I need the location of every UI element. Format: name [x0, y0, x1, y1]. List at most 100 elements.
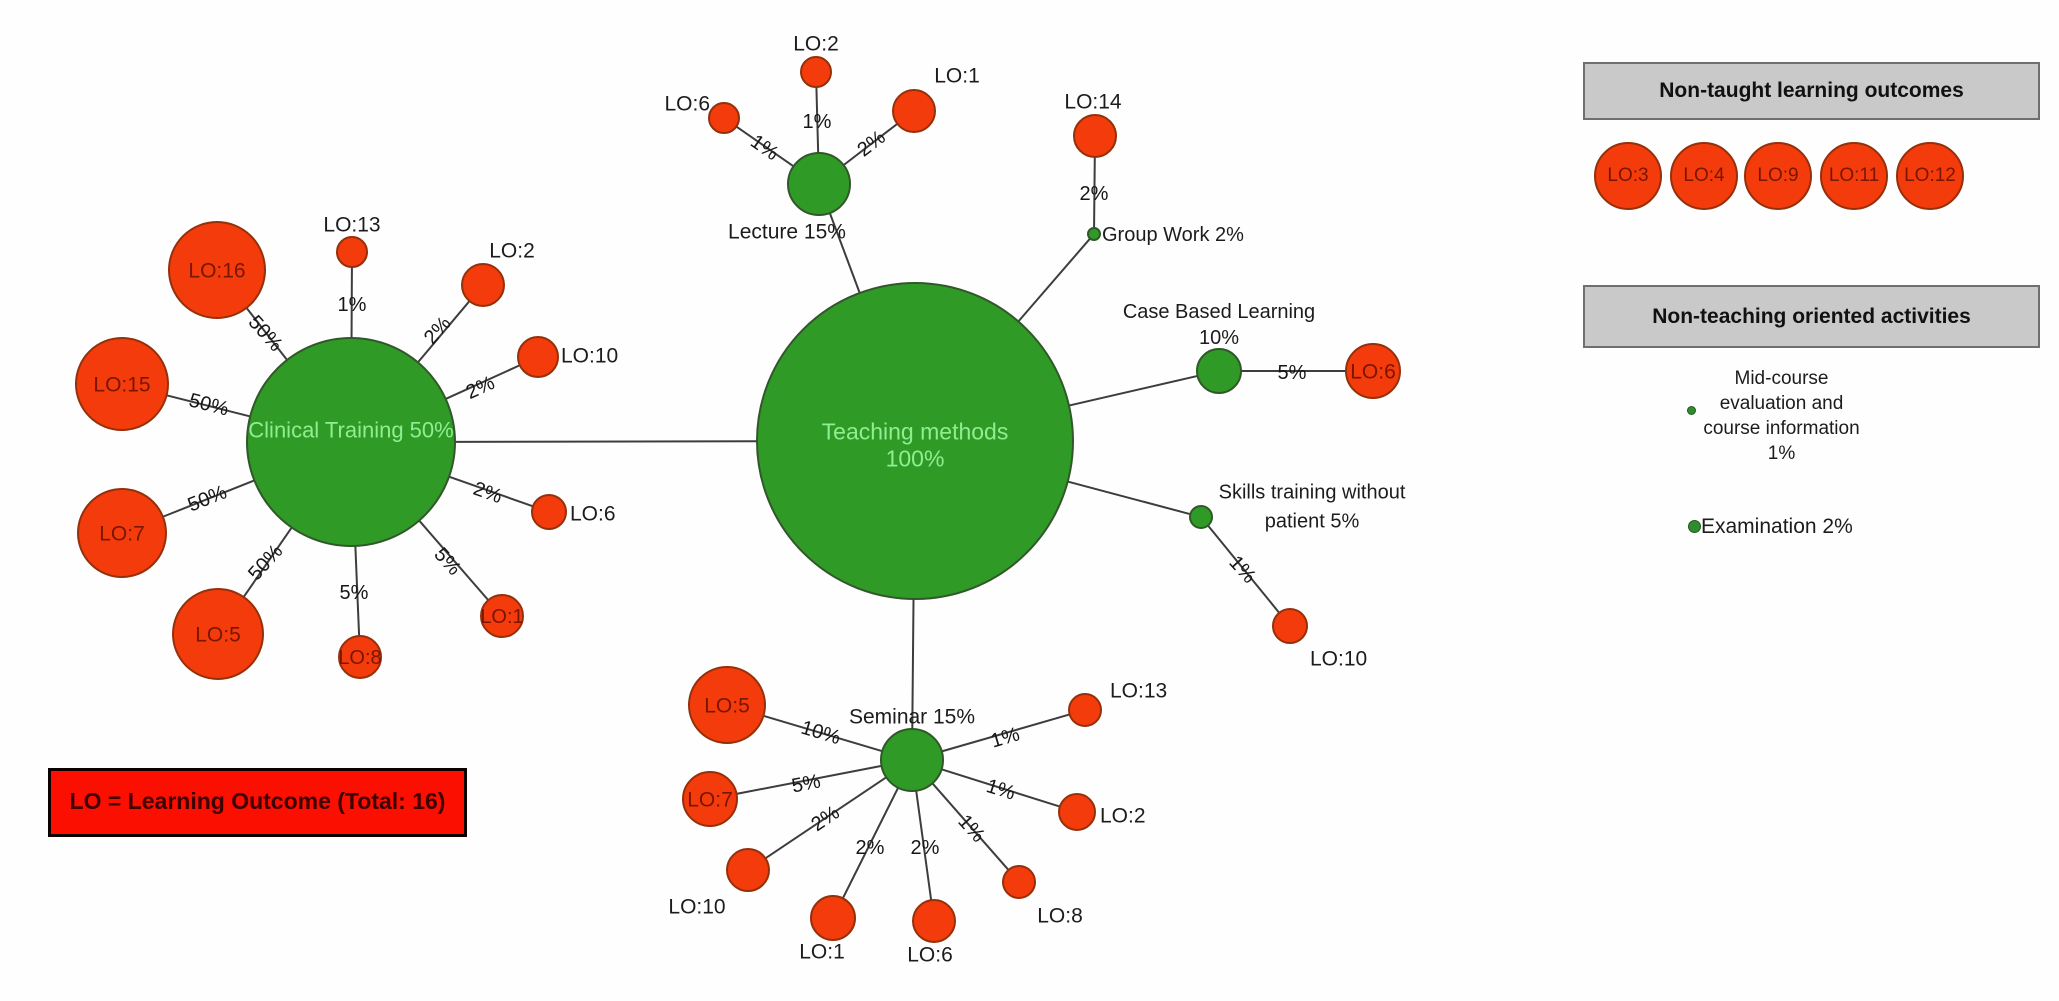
edge-label-lecture-lo1_t: 2%	[853, 126, 889, 161]
edge-seminar-lo2_s	[941, 768, 1061, 808]
edge-label-clinical-lo16: 50%	[244, 311, 287, 356]
edge-seminar-lo5_s	[763, 714, 883, 753]
examination-item: Examination 2%	[1701, 515, 1853, 538]
node-lo1_s	[810, 895, 856, 941]
non-taught-outcome-lo12: LO:12	[1896, 142, 1964, 210]
edge-teaching-lecture	[828, 212, 861, 294]
node-lo5_s	[688, 666, 766, 744]
node-lo15	[75, 337, 169, 431]
node-label-lo6_c: LO:6	[570, 502, 616, 525]
non-teaching-header: Non-teaching oriented activities	[1583, 285, 2040, 348]
node-label-lo16: LO:16	[188, 259, 245, 282]
edge-label-seminar-lo13_s: 1%	[988, 723, 1022, 752]
node-label-teaching-2: 100%	[886, 446, 945, 472]
edge-seminar-lo13_s	[941, 713, 1070, 753]
node-teaching	[756, 282, 1074, 600]
node-label-lo15: LO:15	[93, 373, 150, 396]
edge-label-seminar-lo7_s: 5%	[790, 770, 823, 797]
midcourse-evaluation-item: Mid-course evaluation and course informa…	[1660, 366, 1903, 466]
node-label-lo13_s: LO:13	[1110, 679, 1167, 702]
node-label-lo8_c: LO:8	[338, 647, 381, 669]
non-taught-outcome-lo3: LO:3	[1594, 142, 1662, 210]
edge-label-lecture-lo2_t: 1%	[803, 111, 832, 133]
node-label-lo1_t: LO:1	[934, 64, 980, 87]
node-cbl	[1196, 348, 1242, 394]
non-taught-outcome-lo9: LO:9	[1744, 142, 1812, 210]
node-lo1_t	[892, 89, 936, 133]
node-lo10_s	[1272, 608, 1308, 644]
edge-lecture-lo2_t	[815, 86, 820, 154]
edge-label-seminar-lo1_s: 2%	[856, 837, 885, 859]
node-label-seminar: Seminar 15%	[849, 705, 975, 728]
node-clinical	[246, 337, 456, 547]
node-label-lo7_s: LO:7	[687, 788, 733, 811]
edge-label-groupwork-lo14: 2%	[1080, 183, 1109, 205]
edge-label-clinical-lo8_c: 5%	[340, 582, 369, 604]
edge-label-lecture-lo6_t: 1%	[746, 131, 782, 166]
node-groupwork	[1087, 227, 1101, 241]
node-lo2_t	[800, 56, 832, 88]
edge-label-clinical-lo5_c: 50%	[244, 540, 287, 585]
edge-label-clinical-lo2_c: 2%	[420, 312, 456, 348]
edge-skills-lo10_s	[1207, 524, 1281, 614]
non-taught-header: Non-taught learning outcomes	[1583, 62, 2040, 120]
edge-label-clinical-lo7_c: 50%	[185, 481, 231, 516]
edge-label-clinical-lo6_c: 2%	[470, 478, 505, 508]
node-lecture	[787, 152, 851, 216]
midcourse-dot-marker	[1687, 406, 1696, 415]
node-seminar	[880, 728, 944, 792]
edge-clinical-lo6_c	[448, 475, 534, 508]
node-label-cbl-2: 10%	[1199, 327, 1239, 349]
node-lo16	[168, 221, 266, 319]
non-taught-outcome-lo11: LO:11	[1820, 142, 1888, 210]
node-label-clinical: Clinical Training 50%	[248, 418, 453, 443]
node-label-lecture: Lecture 15%	[728, 220, 846, 243]
node-label-lo1_s: LO:1	[799, 940, 845, 963]
node-label-lo5_s: LO:5	[704, 694, 750, 717]
node-label-lo2_c: LO:2	[489, 239, 535, 262]
edge-clinical-teaching	[454, 440, 758, 443]
edge-label-cbl-lo6_b: 5%	[1278, 362, 1307, 384]
node-lo6_b	[1345, 343, 1401, 399]
midcourse-line-4: 1%	[1767, 443, 1796, 464]
edge-seminar-lo6_s	[915, 790, 933, 901]
edge-label-seminar-lo2_s: 1%	[984, 775, 1018, 805]
node-label-groupwork: Group Work 2%	[1102, 224, 1244, 246]
node-label-lo5_c: LO:5	[195, 623, 241, 646]
edge-clinical-lo16	[245, 307, 288, 361]
node-label-lo7_c: LO:7	[99, 522, 145, 545]
edge-clinical-lo1_c	[418, 519, 489, 601]
node-label-lo1_c: LO:1	[480, 606, 523, 628]
node-lo1_c	[480, 594, 524, 638]
edge-teaching-seminar	[911, 598, 915, 730]
edge-teaching-skills	[1067, 480, 1191, 516]
edge-clinical-lo15	[166, 394, 251, 418]
node-lo2_s	[1058, 793, 1096, 831]
edge-label-seminar-lo6_s: 2%	[911, 837, 940, 859]
edge-clinical-lo10_c	[445, 364, 521, 400]
edge-clinical-lo5_c	[242, 526, 293, 598]
edge-groupwork-lo14	[1093, 156, 1096, 229]
edge-label-seminar-lo5_s: 10%	[798, 717, 843, 750]
midcourse-line-3: course information	[1703, 418, 1860, 439]
node-lo13_s	[1068, 693, 1102, 727]
edge-lecture-lo6_t	[735, 125, 795, 168]
edge-seminar-lo8_s	[931, 782, 1010, 871]
node-lo5_c	[172, 588, 264, 680]
examination-dot-marker	[1688, 520, 1701, 533]
node-lo14	[1073, 114, 1117, 158]
node-label-lo14: LO:14	[1064, 90, 1122, 113]
edge-seminar-lo7_s	[736, 764, 882, 795]
node-lo2_c	[461, 263, 505, 307]
node-lo10_m	[726, 848, 770, 892]
node-lo6_t	[708, 102, 740, 134]
node-label-teaching-1: Teaching methods	[822, 419, 1009, 445]
edge-clinical-lo8_c	[354, 545, 361, 637]
node-lo8_s	[1002, 865, 1036, 899]
edge-label-clinical-lo15: 50%	[187, 389, 231, 420]
node-label-skills-1: Skills training without	[1219, 482, 1406, 504]
node-label-lo2_t: LO:2	[793, 32, 839, 55]
node-label-lo6_s: LO:6	[907, 943, 953, 966]
edge-label-clinical-lo1_c: 5%	[429, 544, 465, 580]
